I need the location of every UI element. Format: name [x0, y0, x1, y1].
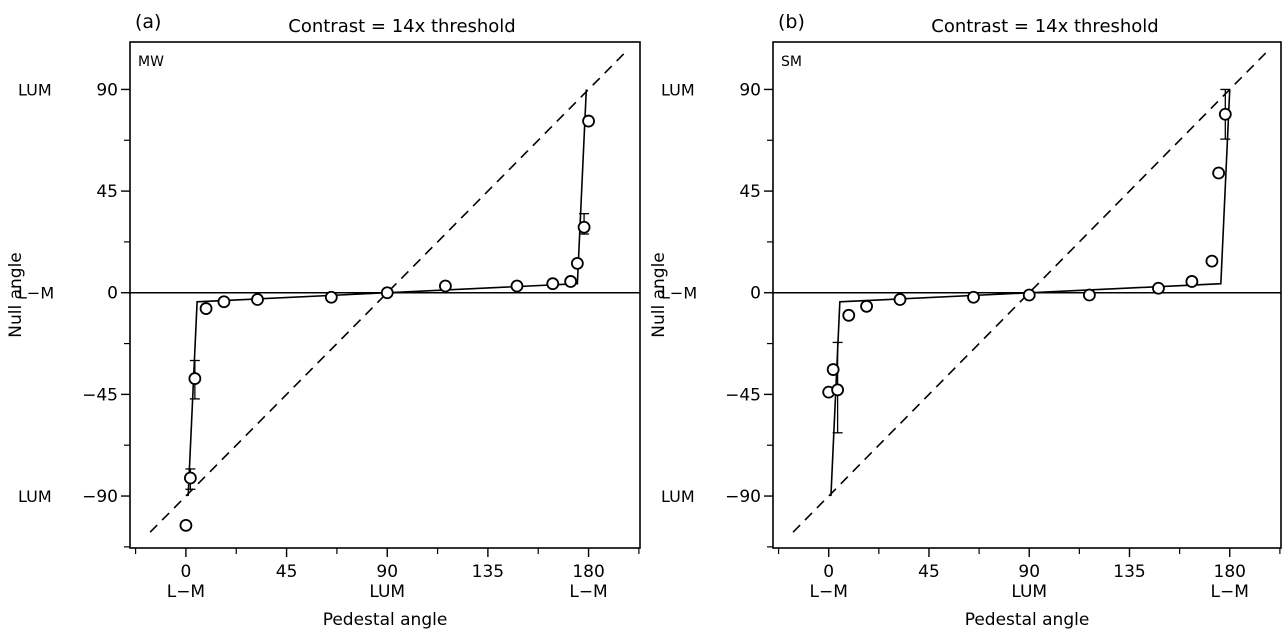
plot-frame: [772, 41, 1282, 549]
y-tick-prefix-label: L−M: [18, 284, 54, 303]
x-tick-sublabel: L−M: [569, 582, 607, 602]
data-point: [967, 290, 980, 304]
y-tick-label: −45: [82, 385, 118, 405]
data-point: [438, 279, 452, 293]
data-point: [893, 293, 907, 306]
data-point: [251, 293, 264, 306]
x-tick-label: 90: [376, 562, 398, 582]
subject-label: SM: [781, 54, 802, 70]
identity-diagonal-line: [149, 50, 628, 533]
y-tick-prefix-label: LUM: [661, 80, 695, 99]
y-tick-prefix-label: LUM: [661, 487, 695, 506]
data-point: [380, 286, 394, 300]
data-point: [826, 363, 840, 376]
panel-label: (a): [135, 11, 161, 33]
y-tick-label: 0: [107, 284, 118, 304]
data-point: [842, 308, 856, 322]
data-point: [199, 302, 213, 315]
data-point: [546, 277, 560, 291]
x-tick-sublabel: L−M: [810, 582, 848, 602]
identity-diagonal-line: [792, 50, 1269, 533]
x-tick-label: 45: [276, 562, 298, 582]
data-point: [1082, 288, 1096, 302]
data-point: [1212, 166, 1226, 180]
x-tick-label: 135: [1113, 562, 1145, 582]
data-point: [577, 220, 591, 234]
panel-label: (b): [778, 11, 805, 33]
x-tick-label: 45: [918, 562, 940, 582]
data-point: [1205, 254, 1219, 268]
y-tick-label: −90: [725, 487, 761, 507]
data-point: [582, 114, 595, 128]
data-point: [217, 295, 231, 309]
data-point: [1185, 275, 1199, 288]
data-point: [179, 519, 193, 532]
y-tick-label: −45: [725, 385, 761, 405]
x-axis-title: Pedestal angle: [323, 610, 448, 630]
data-point: [1152, 281, 1165, 295]
y-tick-label: 0: [750, 284, 761, 304]
x-tick-sublabel: LUM: [1011, 582, 1047, 602]
x-tick-label: 0: [823, 562, 834, 582]
plot-frame: [129, 41, 641, 549]
y-tick-prefix-label: LUM: [18, 80, 52, 99]
y-tick-label: 90: [739, 80, 761, 100]
data-point: [564, 275, 578, 288]
x-tick-label: 180: [572, 562, 604, 582]
x-tick-sublabel: LUM: [369, 582, 405, 602]
chart-title: Contrast = 14x threshold: [288, 16, 516, 37]
y-tick-prefix-label: LUM: [18, 487, 52, 506]
x-axis-title: Pedestal angle: [965, 610, 1090, 630]
data-point: [860, 299, 873, 313]
y-tick-label: 90: [96, 80, 118, 100]
data-point: [1218, 107, 1232, 121]
y-tick-label: 45: [96, 182, 118, 202]
x-tick-label: 90: [1018, 562, 1040, 582]
data-point: [510, 279, 524, 293]
x-tick-label: 135: [472, 562, 504, 582]
y-axis-title: Null angle: [6, 252, 26, 338]
subject-label: MW: [138, 54, 164, 70]
y-axis-title: Null angle: [649, 252, 669, 338]
chart-title: Contrast = 14x threshold: [931, 16, 1159, 37]
x-tick-sublabel: L−M: [1211, 582, 1249, 602]
data-point: [188, 372, 202, 385]
data-point: [570, 256, 584, 270]
data-point: [183, 471, 197, 485]
data-point: [324, 290, 338, 304]
x-tick-sublabel: L−M: [167, 582, 205, 602]
y-tick-label: −90: [82, 487, 118, 507]
x-tick-label: 0: [181, 562, 192, 582]
y-tick-label: 45: [739, 182, 761, 202]
data-point: [1022, 288, 1036, 302]
data-point: [831, 383, 845, 397]
y-tick-prefix-label: L−M: [661, 284, 697, 303]
x-tick-label: 180: [1214, 562, 1246, 582]
